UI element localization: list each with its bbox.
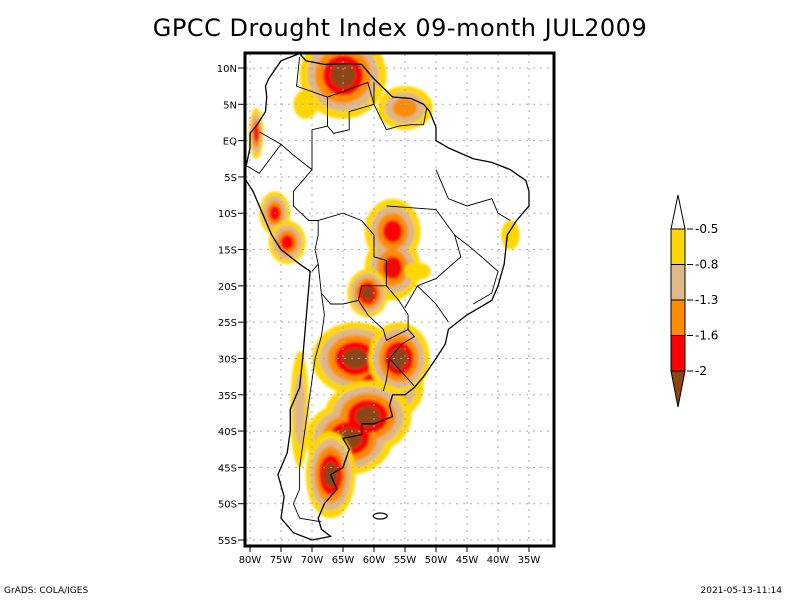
drought-cell-class-4 [253,124,259,143]
drought-cell-class-1 [293,89,319,119]
chart-title: GPCC Drought Index 09-month JUL2009 [152,14,648,42]
colorbar-legend: -0.5 -0.8 -1.3 -1.6 -2 [670,194,718,408]
colorbar-label: -0.5 [695,222,718,236]
x-tick-label: 45W [456,555,479,566]
y-tick-label: 25S [218,318,237,329]
y-tick-label: 40S [218,427,237,438]
country-border [382,358,390,392]
falkland-islands [372,512,388,520]
drought-region-colombia-west [293,89,319,119]
drought-cell-class-5 [389,348,408,369]
drought-cell-class-5 [361,286,374,300]
drought-cell-class-2 [293,373,306,446]
x-axis: 80W 75W 70W 65W 60W 55W 50W 45W 40W 35W [239,546,541,566]
drought-cell-class-4 [280,234,294,250]
country-border [417,285,449,323]
country-border [454,234,499,305]
x-tick-label: 80W [239,555,262,566]
drought-cell-class-5 [343,348,368,369]
drought-cell-class-4 [382,220,403,243]
colorbar-label: -0.8 [695,258,718,272]
x-tick-label: 55W [394,555,417,566]
plot-frame [243,51,556,548]
country-border [246,143,282,174]
y-tick-label: 10N [217,64,237,75]
y-tick-label: 20S [218,282,237,293]
colorbar-label: -2 [695,364,707,378]
drought-region-paraguay-chaco [347,269,389,318]
x-tick-label: 35W [518,555,541,566]
country-border [373,82,428,131]
country-border [259,57,328,171]
y-tick-label: 10S [218,209,237,220]
colorbar-label: -1.3 [695,293,718,307]
y-tick-label: 30S [218,354,237,365]
grads-credit: GrADS: COLA/IGES [4,586,89,596]
drought-region-northern-venezuela [299,53,387,119]
drought-region-guyana-suriname [377,86,433,130]
y-tick-label: 5S [224,173,237,184]
y-tick-label: EQ [223,137,237,148]
colorbar-segment-4 [670,335,686,372]
colorbar-segment-2 [670,264,686,301]
y-tick-label: 45S [218,463,237,474]
country-border [388,329,415,387]
country-border [292,293,325,523]
drought-shading [248,53,520,519]
drought-cell-class-4 [382,256,403,280]
x-tick-label: 50W [425,555,448,566]
drought-cell-class-3 [392,98,418,118]
colorbar-segment-bottom-triangle [670,370,686,408]
drought-cell-class-1 [403,262,432,281]
grid-lines [246,54,553,545]
drought-region-peru-south [268,220,306,265]
y-tick-label: 50S [218,500,237,511]
x-tick-label: 75W [270,555,293,566]
drought-cell-class-1 [501,220,520,250]
y-tick-label: 15S [218,246,237,257]
colorbar-segment-1 [670,228,686,265]
x-tick-label: 60W [363,555,386,566]
colorbar-segment-3 [670,299,686,336]
drought-region-brazil-east-coast [501,220,520,250]
coastlines-and-borders [245,53,530,541]
drought-region-buenos-aires-pampas [305,380,412,475]
coastline [245,53,530,541]
x-tick-label: 70W [301,555,324,566]
country-border [435,169,511,221]
y-axis: 10N 5N EQ 5S 10S 15S 20S 25S 30S 35S 40S 45S 50S 55S [217,64,245,547]
country-border [358,285,409,341]
colorbar-label: -1.6 [695,329,718,343]
country-border [327,81,375,134]
x-tick-label: 40W [487,555,510,566]
drought-region-brazil-minas [403,262,432,281]
y-tick-label: 5N [223,100,237,111]
y-tick-label: 55S [218,536,237,547]
colorbar-segment-top-triangle [670,194,686,230]
x-tick-label: 65W [332,555,355,566]
drought-region-central-chile [290,351,309,468]
timestamp: 2021-05-13-11:14 [700,586,783,596]
y-tick-label: 35S [218,391,237,402]
